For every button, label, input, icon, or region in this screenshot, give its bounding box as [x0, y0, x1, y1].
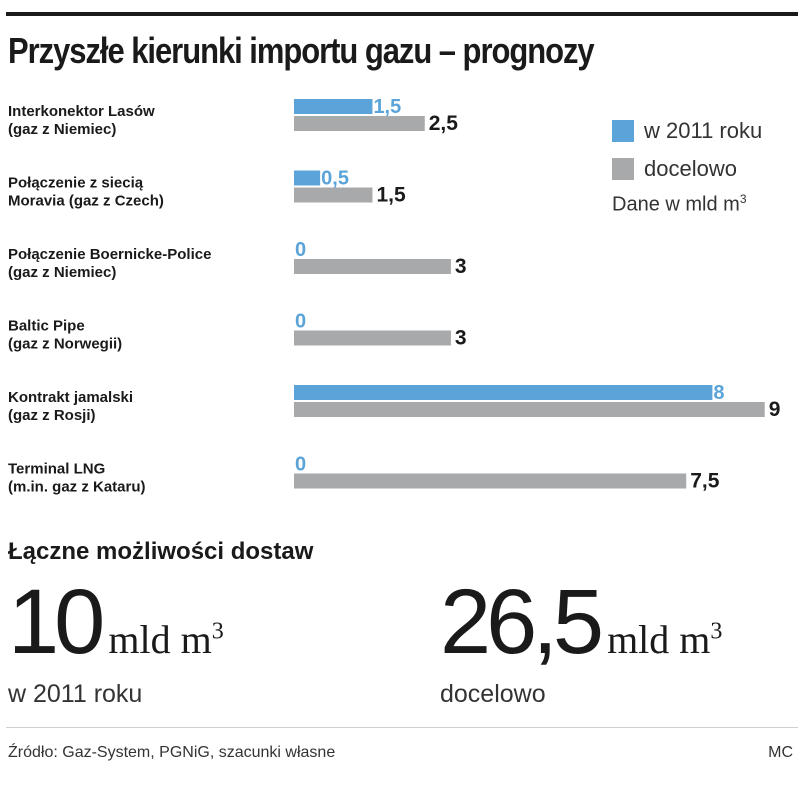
- value-label-2011-po-a-czenie-z-siecia: 0,5: [321, 168, 349, 190]
- category-label-terminal-lng-line-1: Terminal LNG: [8, 461, 105, 478]
- value-label-2011-terminal-lng: 0: [295, 454, 306, 476]
- value-label-target-po-a-czenie-boernicke-police: 3: [455, 255, 467, 278]
- total-2011-unit-text: mld m: [108, 617, 212, 662]
- bar-2011-po-a-czenie-z-siecia: [294, 170, 321, 186]
- bar-target-interkonektor-laso-w: [294, 116, 425, 131]
- value-label-2011-baltic-pipe: 0: [295, 311, 306, 333]
- legend-swatch-2011: [612, 120, 634, 142]
- chart-title: Przyszłe kierunki importu gazu – prognoz…: [8, 30, 595, 71]
- total-2011: 10 mld m3: [8, 572, 224, 672]
- legend-swatch-target: [612, 158, 634, 180]
- legend-item-target: docelowo: [612, 150, 802, 188]
- top-rule: [6, 12, 798, 16]
- category-label-terminal-lng-line-2: (m.in. gaz z Kataru): [8, 479, 146, 496]
- value-label-target-po-a-czenie-z-siecia: 1,5: [376, 184, 406, 207]
- value-label-2011-po-a-czenie-boernicke-police: 0: [295, 239, 306, 261]
- bar-target-po-a-czenie-boernicke-police: [294, 259, 451, 274]
- category-label-po-a-czenie-z-siecia-line-2: Moravia (gaz z Czech): [8, 193, 164, 210]
- value-label-target-kontrakt-jamalski: 9: [769, 398, 781, 421]
- category-label-po-a-czenie-boernicke-police-line-1: Połączenie Boernicke-Police: [8, 246, 211, 263]
- bar-2011-interkonektor-laso-w: [294, 99, 373, 114]
- total-target-unit: mld m3: [607, 617, 722, 662]
- total-target-unit-text: mld m: [607, 617, 711, 662]
- footer-rule: [6, 727, 798, 728]
- legend: w 2011 roku docelowo Dane w mld m3: [612, 112, 802, 217]
- legend-label-2011: w 2011 roku: [644, 118, 763, 143]
- value-label-target-terminal-lng: 7,5: [690, 470, 720, 493]
- bar-chart: Interkonektor Lasów(gaz z Niemiec)1,52,5…: [8, 96, 781, 496]
- units-note-text: Dane w mld m: [612, 193, 740, 216]
- bar-target-terminal-lng: [294, 473, 687, 489]
- value-label-2011-interkonektor-laso-w: 1,5: [373, 96, 401, 118]
- source-note: Źródło: Gaz-System, PGNiG, szacunki włas…: [8, 744, 336, 761]
- totals-heading: Łączne możliwości dostaw: [8, 538, 314, 565]
- bar-2011-kontrakt-jamalski: [294, 385, 713, 400]
- units-note-sup: 3: [739, 192, 747, 206]
- legend-item-2011: w 2011 roku: [612, 112, 802, 150]
- category-label-interkonektor-laso-w-line-2: (gaz z Niemiec): [8, 121, 116, 138]
- category-label-baltic-pipe-line-2: (gaz z Norwegii): [8, 336, 122, 353]
- total-2011-value: 10: [8, 571, 105, 673]
- bar-target-kontrakt-jamalski: [294, 402, 765, 417]
- bar-target-po-a-czenie-z-siecia: [294, 187, 373, 203]
- author-initials: MC: [768, 744, 793, 761]
- bar-target-baltic-pipe: [294, 330, 451, 346]
- category-label-baltic-pipe-line-1: Baltic Pipe: [8, 318, 85, 335]
- value-label-target-interkonektor-laso-w: 2,5: [429, 112, 459, 135]
- category-label-po-a-czenie-z-siecia-line-1: Połączenie z siecią: [8, 175, 144, 192]
- total-target-unit-sup: 3: [710, 618, 723, 645]
- total-2011-unit: mld m3: [108, 617, 223, 662]
- legend-label-target: docelowo: [644, 156, 737, 181]
- total-2011-caption: w 2011 roku: [8, 680, 143, 708]
- category-label-kontrakt-jamalski-line-2: (gaz z Rosji): [8, 407, 96, 424]
- value-label-target-baltic-pipe: 3: [455, 327, 467, 350]
- total-2011-unit-sup: 3: [211, 618, 224, 645]
- total-target: 26,5 mld m3: [440, 572, 722, 672]
- category-label-kontrakt-jamalski-line-1: Kontrakt jamalski: [8, 389, 133, 406]
- legend-units-note: Dane w mld m3: [612, 192, 802, 217]
- value-label-2011-kontrakt-jamalski: 8: [713, 382, 724, 404]
- total-target-value: 26,5: [440, 571, 604, 673]
- category-label-interkonektor-laso-w-line-1: Interkonektor Lasów: [8, 103, 155, 120]
- category-label-po-a-czenie-boernicke-police-line-2: (gaz z Niemiec): [8, 264, 116, 281]
- total-target-caption: docelowo: [440, 680, 546, 708]
